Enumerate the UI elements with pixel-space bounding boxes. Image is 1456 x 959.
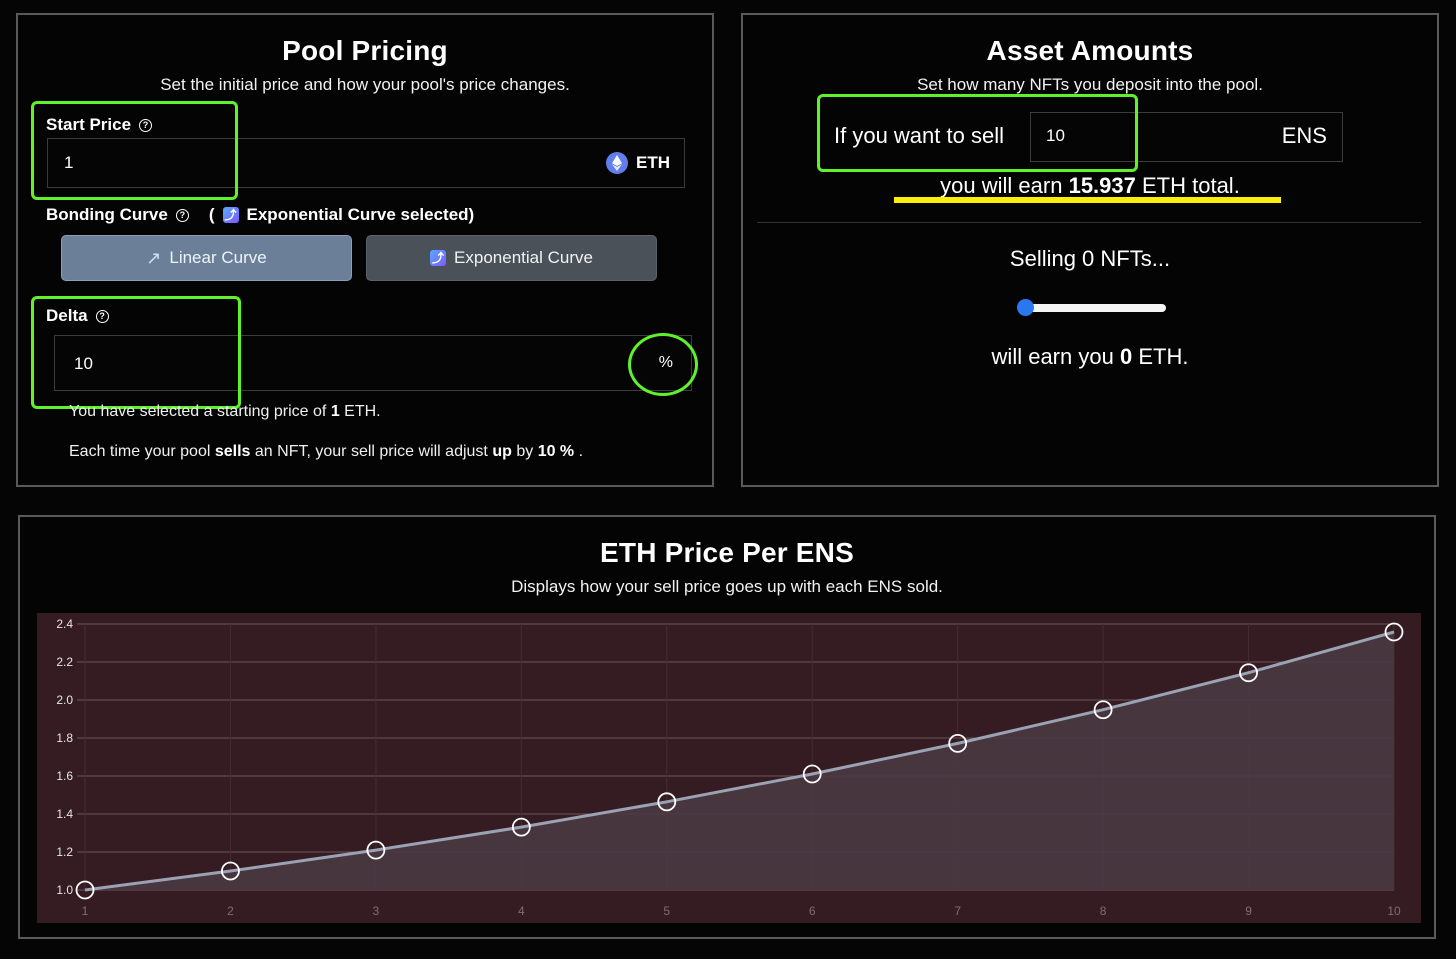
help-icon[interactable]: ?	[95, 309, 109, 323]
linear-curve-button[interactable]: ↗ Linear Curve	[61, 235, 352, 281]
sell-amount-value: 10	[1046, 126, 1065, 145]
will-earn-text: will earn you 0 ETH.	[991, 344, 1189, 369]
y-tick-label: 1.0	[56, 883, 73, 897]
asset-amounts-panel: Asset Amounts Set how many NFTs you depo…	[741, 13, 1439, 487]
series-line	[84, 630, 1395, 892]
data-point	[1093, 700, 1113, 720]
data-point	[948, 734, 968, 753]
divider	[757, 222, 1421, 223]
y-tick-label: 1.6	[56, 769, 73, 783]
sell-unit: ENS	[1281, 123, 1327, 148]
info-price-adjustment: Each time your pool sells an NFT, your s…	[69, 443, 584, 460]
help-icon[interactable]: ?	[139, 118, 153, 132]
start-price-input[interactable]: 1 ETH	[47, 138, 685, 188]
asset-amounts-title: Asset Amounts	[986, 35, 1194, 66]
delta-highlight	[31, 296, 241, 409]
y-tick-label: 1.4	[56, 807, 73, 821]
selected-curve-text: Exponential Curve selected)	[246, 205, 475, 224]
sell-highlight	[817, 94, 1138, 172]
asset-amounts-subtitle: Set how many NFTs you deposit into the p…	[917, 75, 1263, 94]
series-area	[85, 632, 1394, 890]
sell-prefix-text: If you want to sell	[834, 123, 1004, 148]
earn-total-text: you will earn 15.937 ETH total.	[940, 173, 1240, 198]
chart-title: ETH Price Per ENS	[600, 537, 854, 568]
sell-slider-track[interactable]	[1018, 304, 1166, 312]
delta-label: Delta ?	[46, 306, 109, 326]
ethereum-icon	[606, 152, 628, 174]
bonding-curve-label: Bonding Curve ? ( ⤴ Exponential Curve se…	[46, 205, 475, 224]
arrow-up-right-icon: ↗	[146, 247, 162, 268]
eth-price-chart-panel: ETH Price Per ENS Displays how your sell…	[18, 515, 1436, 939]
pool-pricing-panel: Pool Pricing Set the initial price and h…	[16, 13, 714, 487]
data-point	[221, 861, 240, 881]
y-tick-label: 1.8	[56, 731, 73, 745]
data-point	[75, 880, 95, 900]
price-chart: 2.4 2.2 2.0 1.8 1.6 1.4 1.2 1.0 1 2 3 4 5 6 7 8 9 10	[37, 613, 1421, 923]
unit-highlight-circle	[628, 333, 698, 396]
currency-eth: ETH	[606, 152, 670, 174]
y-tick-label: 2.2	[56, 655, 73, 669]
data-point	[1239, 663, 1258, 683]
x-tick-label: 1	[82, 904, 89, 918]
x-tick-label: 6	[809, 904, 816, 918]
x-tick-label: 3	[373, 904, 380, 918]
exponential-curve-icon: ⤴	[222, 207, 239, 223]
earn-underline	[894, 197, 1281, 203]
x-tick-label: 9	[1245, 904, 1252, 918]
exponential-curve-button[interactable]: ⤴ Exponential Curve	[366, 235, 657, 281]
data-point	[802, 764, 822, 784]
exponential-curve-icon: ⤴	[430, 250, 447, 266]
x-tick-label: 4	[518, 904, 525, 918]
y-tick-label: 2.4	[56, 617, 73, 631]
pool-pricing-title: Pool Pricing	[282, 35, 448, 66]
help-icon[interactable]: ?	[175, 208, 189, 222]
chart-subtitle: Displays how your sell price goes up wit…	[511, 577, 943, 596]
y-tick-label: 1.2	[56, 845, 73, 859]
x-tick-label: 5	[663, 904, 670, 918]
start-price-value: 1	[64, 153, 74, 172]
x-tick-label: 2	[227, 904, 234, 918]
x-tick-label: 8	[1100, 904, 1107, 918]
data-point	[1384, 622, 1404, 642]
info-starting-price: You have selected a starting price of 1 …	[69, 403, 381, 420]
data-point	[657, 792, 677, 812]
x-tick-label: 10	[1387, 904, 1401, 918]
sell-slider-thumb[interactable]	[1017, 299, 1034, 316]
start-price-label: Start Price ?	[46, 115, 153, 135]
x-tick-label: 7	[954, 904, 961, 918]
y-tick-label: 2.0	[56, 693, 73, 707]
pool-pricing-subtitle: Set the initial price and how your pool'…	[160, 75, 570, 94]
sell-amount-input[interactable]: 10 ENS	[1030, 112, 1343, 162]
selling-count-text: Selling 0 NFTs...	[1009, 246, 1171, 271]
start-price-highlight	[31, 101, 238, 200]
delta-value: 10	[74, 354, 93, 373]
data-point	[366, 840, 386, 860]
data-point	[511, 817, 531, 837]
